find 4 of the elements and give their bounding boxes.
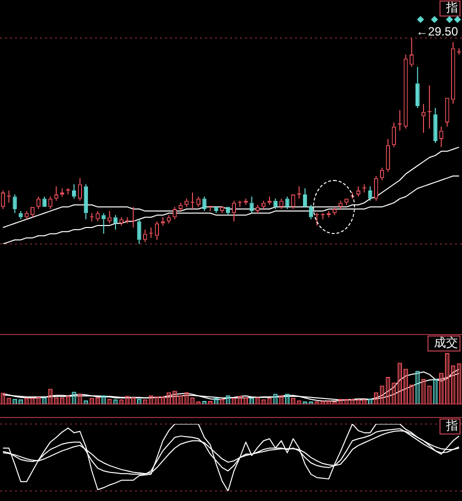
annotation: ←29.50 [416,24,458,38]
text: 成交 [434,335,458,350]
annotation: 指 [445,418,458,432]
text: 指 [445,0,458,14]
